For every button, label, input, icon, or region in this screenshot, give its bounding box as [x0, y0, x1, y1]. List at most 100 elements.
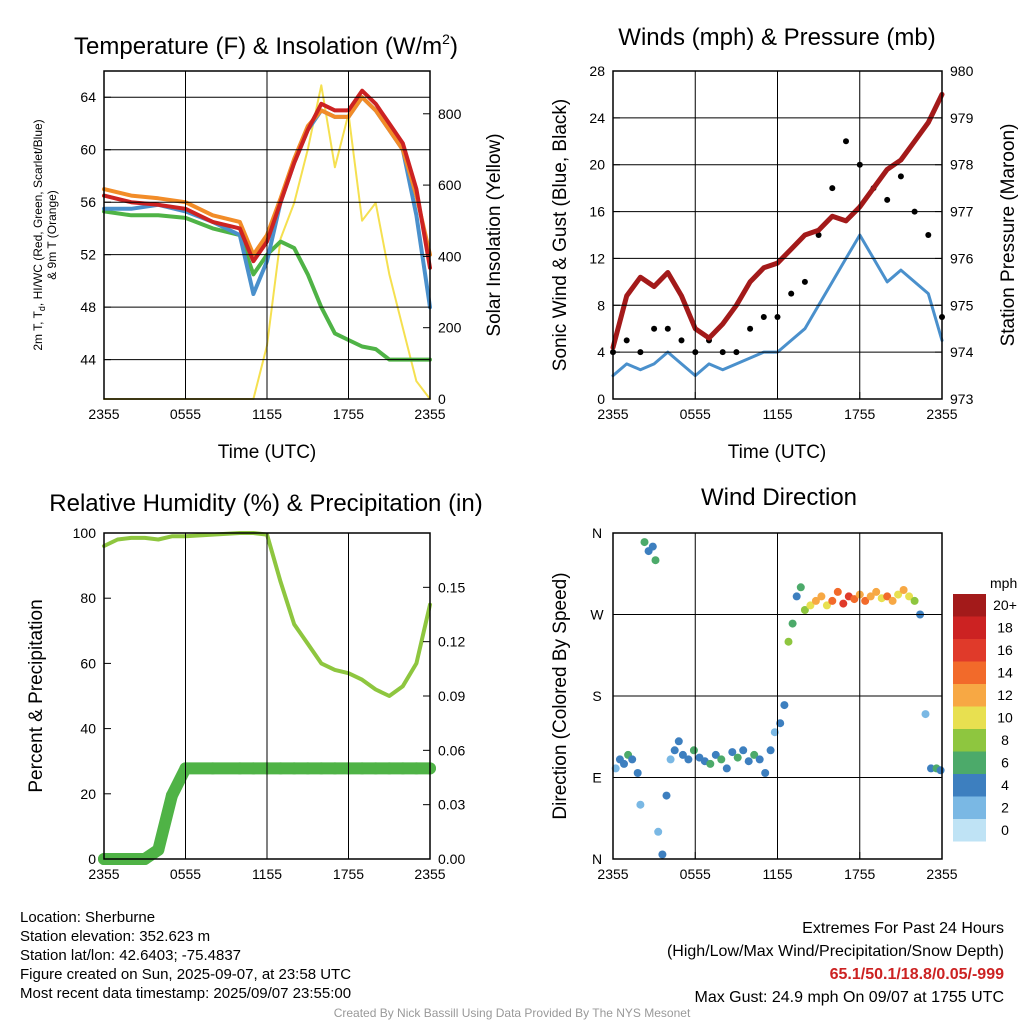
x-tick-label: 1755	[844, 406, 875, 422]
direction-point	[684, 755, 693, 764]
direction-point	[800, 606, 809, 614]
speed-legend: 20+ 18 16 14 12 10 8 6 4 2 0	[953, 594, 1017, 842]
direction-point	[894, 590, 903, 599]
temperature-ylabel-left: 2m T, Td, HI/WC (Red, Green, Scarlet/Blu…	[31, 119, 47, 350]
temperature-axes: 2355 0555 1155 1755 2355 44 48 52 56 60 64 0 200 400 6…	[80, 89, 461, 422]
direction-point	[674, 737, 683, 746]
x-tick-label: 0555	[170, 866, 201, 882]
y-tick-label-left: 24	[589, 110, 605, 126]
direction-point	[628, 755, 637, 764]
gust-point	[925, 232, 932, 238]
direction-point	[728, 748, 737, 757]
direction-point	[658, 850, 667, 859]
legend-swatch	[953, 774, 986, 797]
red-series-line	[102, 88, 432, 270]
legend-label: 12	[997, 687, 1013, 703]
info-location: Location: Sherburne	[20, 909, 156, 926]
humidity-panel: Relative Humidity (%) & Precipitation (i…	[26, 490, 483, 882]
extremes-subtitle: (High/Low/Max Wind/Precipitation/Snow De…	[666, 943, 1004, 960]
direction-point	[651, 556, 660, 565]
x-tick-label: 2355	[597, 406, 628, 422]
direction-point	[706, 759, 715, 768]
y-tick-label-left: 60	[80, 655, 96, 671]
legend-label: 16	[997, 642, 1013, 658]
gust-point	[897, 173, 904, 180]
direction-point	[722, 764, 731, 773]
x-tick-label: 1155	[762, 866, 792, 882]
y-tick-label-right: 979	[950, 110, 974, 126]
station-info: Location: Sherburne Station elevation: 3…	[20, 908, 351, 1003]
direction-point	[733, 753, 742, 762]
humidity-line	[102, 531, 432, 698]
direction-point	[761, 769, 770, 777]
direction-point	[927, 764, 935, 773]
gust-point	[815, 232, 822, 238]
y-tick-label-right: 0.03	[438, 797, 465, 813]
direction-point	[640, 538, 649, 547]
y-tick-label-left: 56	[80, 194, 96, 210]
temperature-panel: Temperature (F) & Insolation (W/m2) 2355…	[31, 31, 505, 463]
x-tick-label: 1155	[762, 406, 792, 422]
direction-point	[899, 586, 908, 594]
y-tick-label-right: 600	[438, 177, 462, 193]
direction-point	[689, 746, 698, 755]
direction-point	[717, 755, 726, 764]
direction-point	[839, 599, 848, 608]
gust-point	[801, 278, 808, 285]
y-tick-label-left: W	[590, 607, 604, 623]
direction-point	[620, 759, 628, 768]
legend-label: 14	[997, 665, 1013, 681]
direction-point	[780, 701, 789, 710]
y-tick-label-right: 400	[438, 248, 462, 264]
direction-point	[739, 746, 748, 755]
temperature-title: Temperature (F) & Insolation (W/m2)	[74, 31, 458, 60]
direction-point	[670, 746, 679, 755]
y-tick-label-right: 976	[950, 250, 974, 266]
y-tick-label-left: S	[592, 688, 601, 704]
direction-point	[784, 637, 793, 646]
extremes-values: 65.1/50.1/18.8/0.05/-999	[829, 966, 1004, 983]
y-tick-label-left: 80	[80, 590, 96, 606]
legend-label: 20+	[993, 597, 1017, 613]
gust-point	[829, 185, 836, 192]
x-tick-label: 1155	[252, 866, 282, 882]
y-tick-label-left: 0	[88, 851, 96, 867]
y-tick-label-left: 12	[589, 250, 605, 266]
legend-title: mph	[990, 575, 1017, 591]
x-tick-label: 2355	[597, 866, 628, 882]
gust-point	[623, 337, 630, 344]
direction-ylabel-left: Direction (Colored By Speed)	[550, 572, 571, 819]
y-tick-label-right: 0.12	[438, 634, 465, 650]
y-tick-label-left: 60	[80, 142, 96, 158]
direction-point	[811, 596, 820, 605]
direction-point	[662, 791, 671, 800]
direction-point	[806, 601, 815, 610]
y-tick-label-left: 4	[597, 344, 605, 360]
y-tick-label-left: 20	[589, 157, 605, 173]
info-recent: Most recent data timestamp: 2025/09/07 2…	[20, 985, 352, 1002]
direction-point	[796, 583, 805, 592]
x-tick-label: 0555	[680, 406, 711, 422]
direction-point	[654, 827, 663, 836]
direction-point	[678, 750, 687, 759]
y-tick-label-left: 44	[80, 352, 96, 368]
y-tick-label-right: 0.09	[438, 688, 465, 704]
legend-label: 18	[997, 620, 1013, 636]
y-tick-label-left: 0	[597, 391, 605, 407]
legend-swatch	[953, 684, 986, 707]
gust-point	[884, 196, 891, 203]
direction-point	[866, 592, 875, 601]
humidity-title: Relative Humidity (%) & Precipitation (i…	[49, 490, 482, 517]
y-tick-label-right: 0.15	[438, 579, 465, 595]
y-tick-label-right: 200	[438, 320, 462, 336]
direction-point	[633, 769, 642, 777]
winds-axes: 2355 0555 1155 1755 235504812162024289739749…	[589, 63, 973, 422]
precip-line	[98, 762, 436, 865]
legend-label: 2	[1001, 800, 1009, 816]
x-tick-label: 1155	[252, 406, 282, 422]
direction-point	[755, 755, 764, 764]
y-tick-label-right: 980	[950, 63, 974, 79]
direction-point	[833, 587, 842, 596]
credit-line: Created By Nick Bassill Using Data Provi…	[333, 1006, 691, 1020]
direction-title: Wind Direction	[701, 484, 857, 511]
